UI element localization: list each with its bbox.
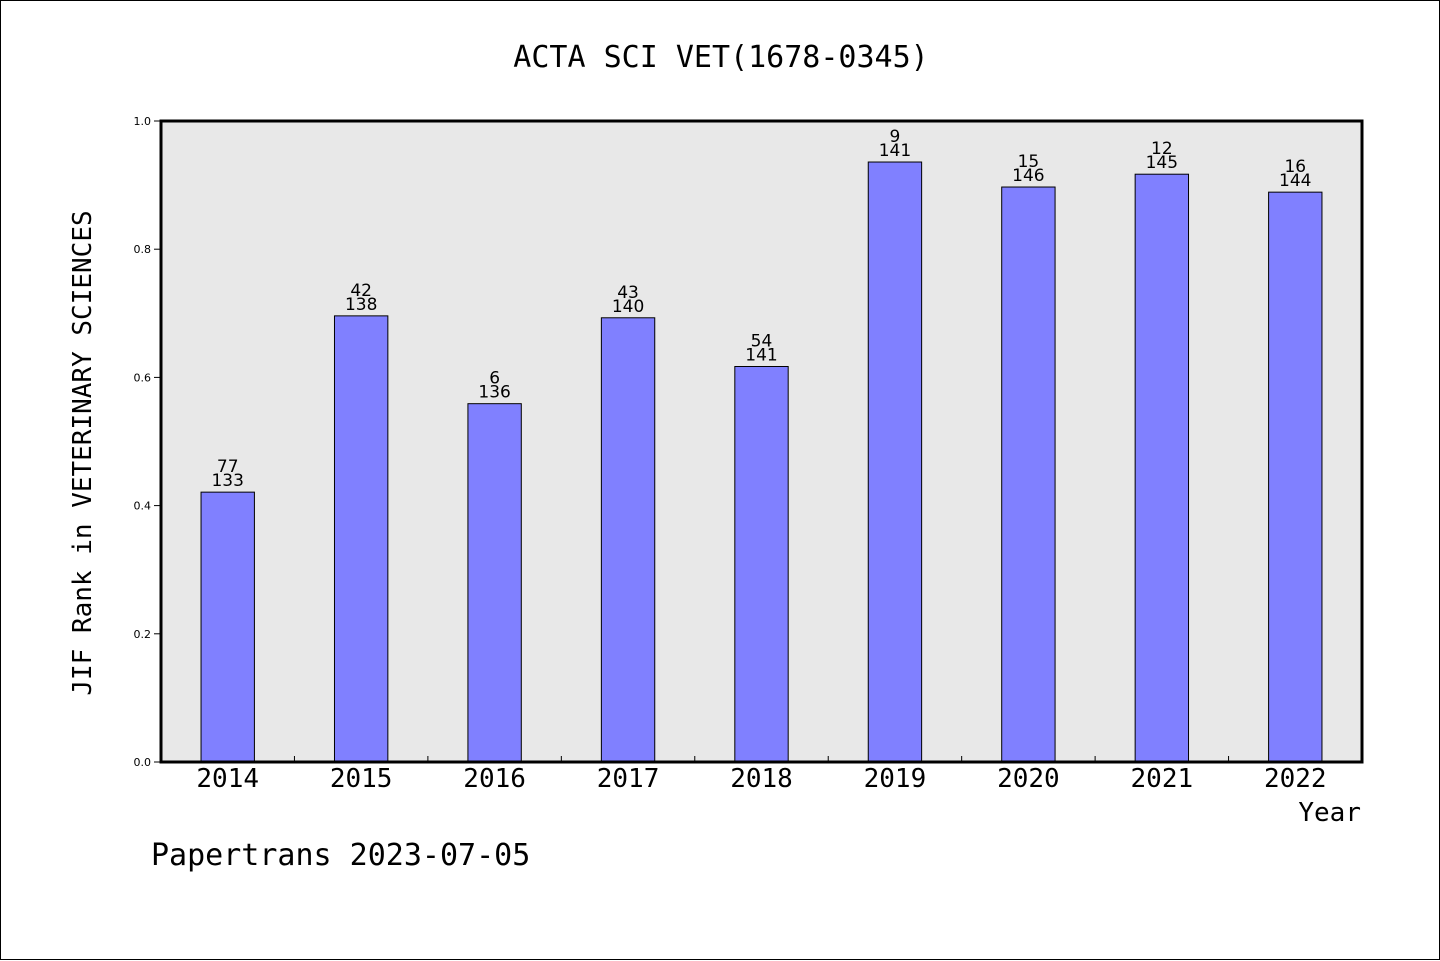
- bar: [333, 315, 389, 763]
- bar-total-label: 146: [1012, 166, 1044, 186]
- footer-note: Papertrans 2023-07-05: [151, 838, 530, 873]
- chart-title: ACTA SCI VET(1678-0345): [513, 40, 928, 75]
- bar: [1001, 186, 1056, 763]
- y-axis-label: JIF Rank in VETERINARY SCIENCES: [68, 210, 98, 695]
- bar-total-label: 133: [211, 471, 243, 491]
- bar-rank-label: 43: [617, 283, 639, 303]
- y-axis: 0.0 0.2 0.4 0.6 0.8 1.0: [134, 115, 161, 769]
- x-tick-label: 2017: [597, 764, 660, 794]
- plot-border: [159, 119, 1364, 764]
- x-tick-label: 2016: [463, 764, 526, 794]
- x-axis-label: Year: [1298, 798, 1361, 828]
- bar-total-label: 138: [345, 295, 377, 315]
- bar: [867, 161, 923, 763]
- bar-rank-label: 15: [1018, 152, 1040, 172]
- y-tick-label: 0.2: [134, 628, 152, 641]
- x-axis: 2014 2015 2016 2017 2018 2019 2020 2021 2022: [196, 756, 1327, 794]
- y-tick-label: 1.0: [134, 115, 152, 128]
- x-tick-label: 2014: [196, 764, 259, 794]
- bar: [467, 403, 522, 763]
- bar-total-label: 141: [879, 141, 911, 161]
- y-tick-label: 0.0: [134, 756, 152, 769]
- x-tick-label: 2015: [330, 764, 393, 794]
- bar-rank-label: 12: [1151, 139, 1173, 159]
- x-tick-label: 2018: [730, 764, 793, 794]
- bar-total-label: 145: [1146, 153, 1178, 173]
- bar-rank-label: 6: [489, 369, 500, 389]
- bar-total-label: 144: [1279, 171, 1311, 191]
- bar-rank-label: 16: [1284, 157, 1306, 177]
- bar: [1134, 173, 1190, 763]
- bar-total-label: 136: [478, 383, 510, 403]
- y-tick-label: 0.8: [134, 243, 152, 256]
- x-tick-label: 2020: [997, 764, 1060, 794]
- y-tick-label: 0.4: [134, 500, 152, 513]
- bar-total-label: 140: [612, 297, 644, 317]
- bar: [600, 317, 656, 763]
- bar: [1268, 191, 1323, 763]
- y-tick-label: 0.6: [134, 371, 152, 384]
- bar-rank-label: 9: [890, 127, 901, 147]
- bars-group: [200, 161, 1323, 763]
- x-tick-label: 2022: [1264, 764, 1327, 794]
- bar-rank-label: 42: [350, 281, 372, 301]
- bar-rank-label: 77: [217, 457, 239, 477]
- bar-total-label: 141: [745, 346, 777, 366]
- bar: [200, 491, 255, 763]
- bar-rank-label: 54: [751, 332, 773, 352]
- bar: [734, 366, 789, 763]
- x-tick-label: 2021: [1131, 764, 1194, 794]
- x-tick-label: 2019: [864, 764, 927, 794]
